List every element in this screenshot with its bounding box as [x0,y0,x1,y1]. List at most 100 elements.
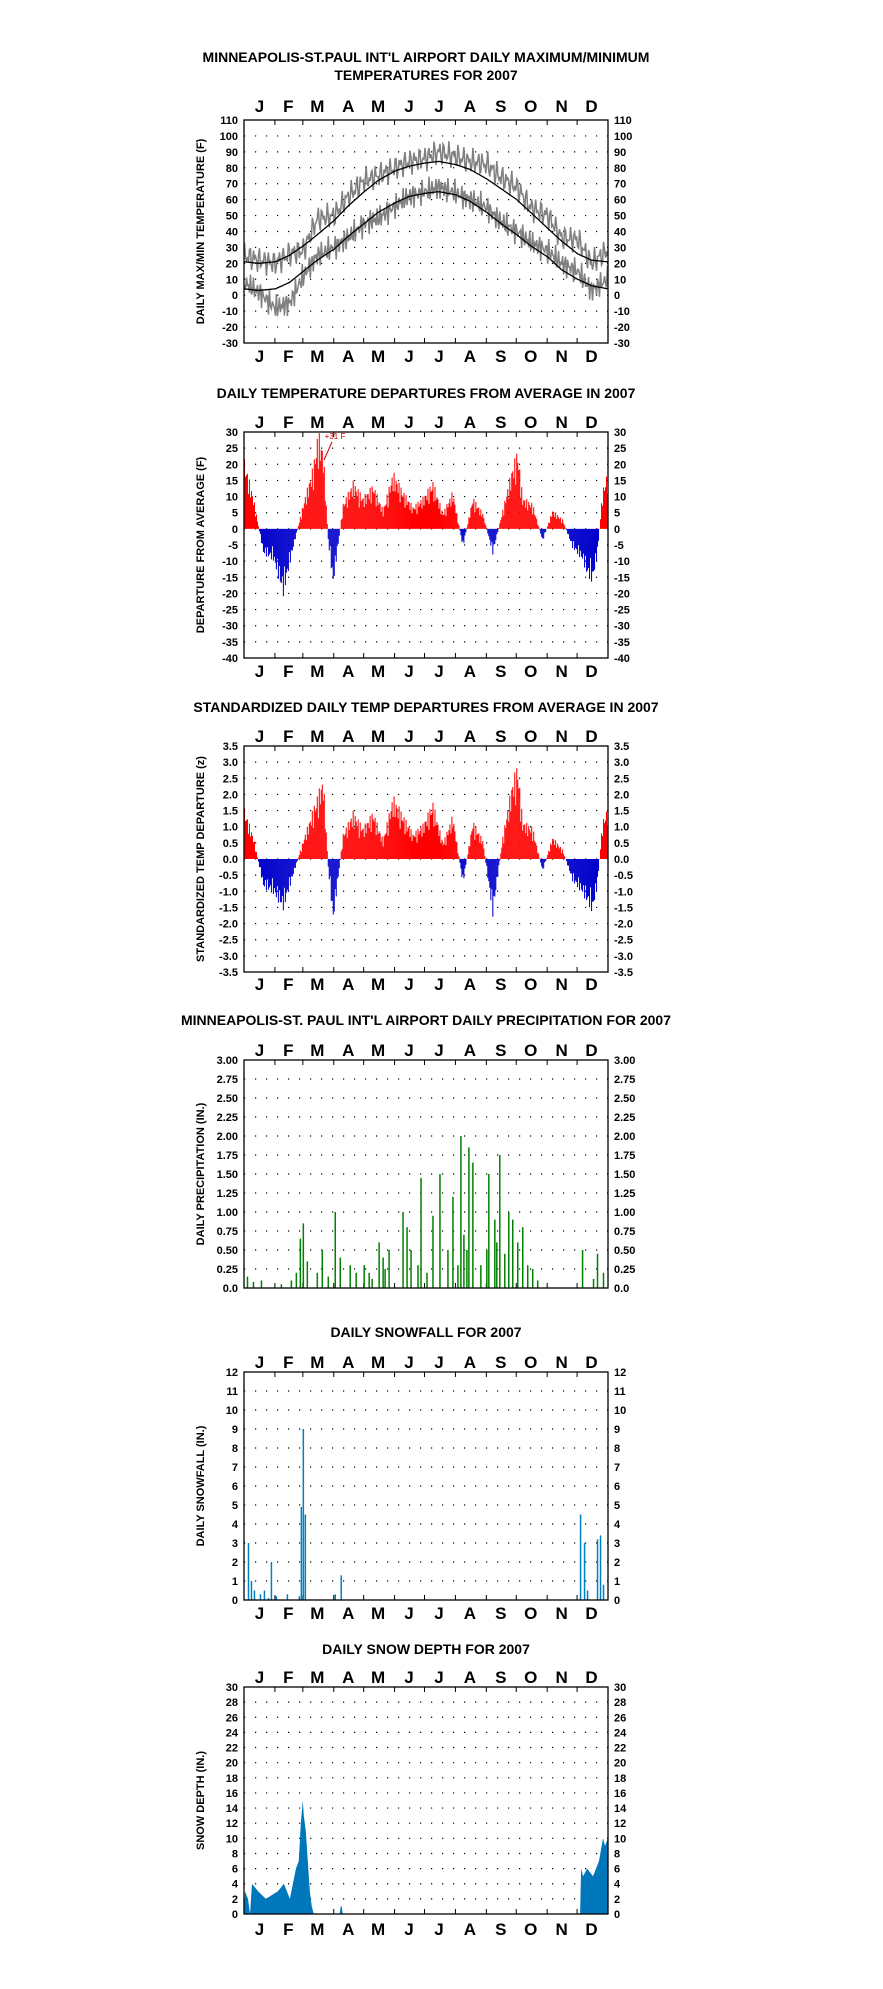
month-label: A [342,413,354,432]
y-tick-label: 9 [232,1424,238,1436]
daily-max-line [243,141,609,276]
y-tick-label: 2 [232,1894,238,1906]
y-tick-label: 110 [220,115,238,127]
month-label: O [524,97,537,116]
y-tick-label: 24 [226,1727,239,1739]
snow-depth-area [244,1800,608,1914]
month-label: J [404,1353,413,1372]
y-tick-label: 7 [232,1462,238,1474]
y-tick-label: 30 [226,1682,238,1694]
month-label: D [585,347,597,366]
precipitation-panel: MINNEAPOLIS-ST. PAUL INT'L AIRPORT DAILY… [181,1012,671,1295]
y-axis-label: DEPARTURE FROM AVERAGE (F) [195,456,207,633]
y-tick-label: 10 [226,492,238,504]
max-min-temperature-panel: MINNEAPOLIS-ST.PAUL INT'L AIRPORT DAILY … [195,49,649,366]
chart-title: DAILY TEMPERATURE DEPARTURES FROM AVERAG… [217,385,636,401]
month-label: D [585,975,597,994]
y-tick-label: 16 [226,1788,238,1800]
month-label: N [555,97,567,116]
y-tick-label-right: 1.0 [614,822,629,834]
y-tick-label-right: -1.0 [614,886,633,898]
month-label: J [255,1668,264,1687]
y-tick-label-right: 10 [614,274,626,286]
month-label: D [585,727,597,746]
month-label: A [342,1041,354,1060]
month-label: M [310,1920,324,1939]
y-tick-label: -25 [222,605,238,617]
y-tick-label: 0.0 [223,1283,238,1295]
month-label: J [404,727,413,746]
month-label: F [283,727,293,746]
record-annotation: +31 F [325,432,346,441]
month-label: F [283,1920,293,1939]
y-tick-label-right: 30 [614,242,626,254]
month-label: F [283,1041,293,1060]
month-label: J [404,97,413,116]
y-tick-label-right: 28 [614,1697,626,1709]
month-label: F [283,662,293,681]
y-tick-label-right: 10 [614,492,626,504]
y-tick-label-right: -0.5 [614,870,633,882]
y-tick-label-right: 3 [614,1538,620,1550]
month-label: O [524,1353,537,1372]
month-label: A [342,662,354,681]
month-label: M [371,1604,385,1623]
y-tick-label: 25 [226,443,238,455]
y-tick-label-right: 15 [614,475,626,487]
month-label: A [464,413,476,432]
plot-frame [243,1371,609,1601]
month-label: A [464,97,476,116]
chart-title: MINNEAPOLIS-ST. PAUL INT'L AIRPORT DAILY… [181,1012,671,1028]
y-tick-label: 12 [226,1818,238,1830]
y-tick-label: 12 [226,1367,238,1379]
y-tick-label: 0 [232,524,238,536]
y-tick-label: 100 [220,131,238,143]
month-label: A [464,1353,476,1372]
y-tick-label: -3.0 [219,951,238,963]
y-tick-label: 3.00 [217,1055,238,1067]
y-tick-label-right: 110 [614,115,632,127]
y-tick-label-right: 8 [614,1443,620,1455]
month-label: A [464,662,476,681]
month-label: N [555,727,567,746]
y-tick-label-right: 30 [614,1682,626,1694]
y-tick-label-right: 2.5 [614,773,629,785]
y-tick-label-right: 40 [614,227,626,239]
y-tick-label: 1.00 [217,1207,238,1219]
y-tick-label-right: -30 [614,621,630,633]
y-tick-label: 90 [226,147,238,159]
y-tick-label-right: -20 [614,322,630,334]
month-label: M [310,97,324,116]
month-label: M [371,97,385,116]
month-label: S [495,1353,506,1372]
month-label: D [585,1041,597,1060]
chart-title: MINNEAPOLIS-ST.PAUL INT'L AIRPORT DAILY … [203,49,650,65]
month-label: O [524,662,537,681]
y-tick-label-right: 0.0 [614,854,629,866]
y-tick-label: 0.25 [217,1264,238,1276]
y-tick-label-right: 22 [614,1743,626,1755]
month-label: O [524,975,537,994]
month-label: J [404,413,413,432]
y-tick-label: 20 [226,258,238,270]
standardized-departure-panel: STANDARDIZED DAILY TEMP DEPARTURES FROM … [193,699,658,994]
y-tick-label-right: 0.75 [614,1226,635,1238]
y-tick-label: 1 [232,1576,238,1588]
y-tick-label-right: 4 [614,1879,621,1891]
y-axis-label: DAILY MAX/MIN TEMPERATURE (F) [195,138,207,324]
y-tick-label-right: 18 [614,1773,626,1785]
y-tick-label: 28 [226,1697,238,1709]
y-tick-label: 20 [226,459,238,471]
y-tick-label-right: 1.00 [614,1207,635,1219]
month-label: D [585,413,597,432]
month-label: F [283,347,293,366]
y-tick-label: 2.75 [217,1074,238,1086]
month-label: O [524,1920,537,1939]
month-label: J [404,1668,413,1687]
y-tick-label: 5 [232,1500,238,1512]
month-label: A [342,1668,354,1687]
month-label: M [310,727,324,746]
y-tick-label-right: -20 [614,588,630,600]
month-label: M [310,662,324,681]
